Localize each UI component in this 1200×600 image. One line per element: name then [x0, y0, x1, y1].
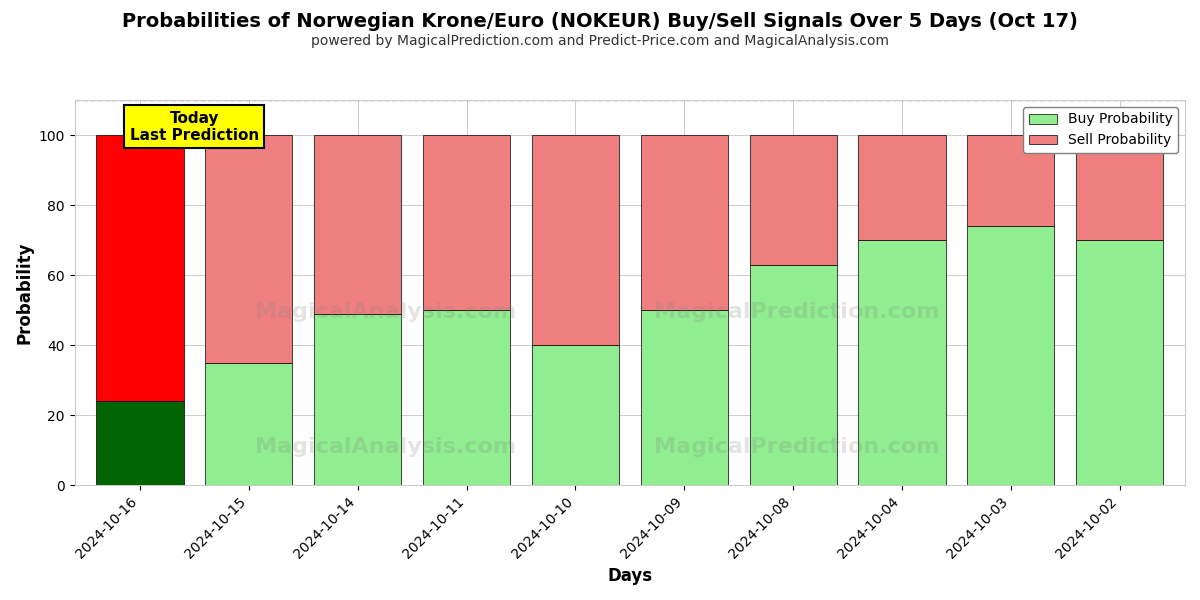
Text: Probabilities of Norwegian Krone/Euro (NOKEUR) Buy/Sell Signals Over 5 Days (Oct: Probabilities of Norwegian Krone/Euro (N…: [122, 12, 1078, 31]
Text: MagicalAnalysis.com: MagicalAnalysis.com: [254, 437, 516, 457]
Bar: [641, 135, 727, 310]
Bar: [314, 135, 401, 314]
Bar: [1076, 240, 1163, 485]
Bar: [750, 135, 836, 265]
Text: MagicalAnalysis.com: MagicalAnalysis.com: [254, 302, 516, 322]
Bar: [532, 135, 619, 345]
Text: MagicalPrediction.com: MagicalPrediction.com: [654, 437, 940, 457]
Bar: [314, 314, 401, 485]
Bar: [205, 135, 293, 362]
Bar: [205, 362, 293, 485]
Bar: [96, 401, 184, 485]
Legend: Buy Probability, Sell Probability: Buy Probability, Sell Probability: [1024, 107, 1178, 153]
Bar: [967, 226, 1055, 485]
Text: Today
Last Prediction: Today Last Prediction: [130, 110, 259, 143]
Bar: [967, 135, 1055, 226]
Bar: [422, 310, 510, 485]
Bar: [96, 135, 184, 401]
Bar: [858, 135, 946, 240]
Bar: [422, 135, 510, 310]
Text: powered by MagicalPrediction.com and Predict-Price.com and MagicalAnalysis.com: powered by MagicalPrediction.com and Pre…: [311, 34, 889, 48]
Y-axis label: Probability: Probability: [16, 241, 34, 344]
Bar: [1076, 135, 1163, 240]
Bar: [750, 265, 836, 485]
Text: MagicalPrediction.com: MagicalPrediction.com: [654, 302, 940, 322]
Bar: [858, 240, 946, 485]
Bar: [641, 310, 727, 485]
Bar: [532, 345, 619, 485]
X-axis label: Days: Days: [607, 567, 653, 585]
